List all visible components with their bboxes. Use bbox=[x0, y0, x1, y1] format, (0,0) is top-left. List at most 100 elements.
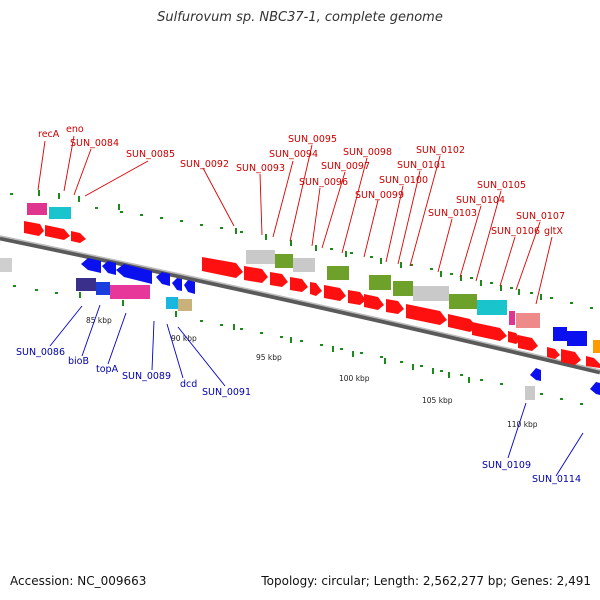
left-forward-cluster bbox=[24, 203, 86, 243]
label-gltX[interactable]: gltX bbox=[544, 226, 563, 237]
ruler-tick-105: 105 kbp bbox=[422, 396, 453, 405]
gene-sun0098-arrow[interactable] bbox=[348, 290, 366, 305]
gene-sun0086-cog[interactable] bbox=[76, 278, 96, 291]
gene-sun0114-arrow[interactable] bbox=[590, 382, 600, 395]
outer-dotted-guide bbox=[10, 193, 593, 309]
label-sun0092[interactable]: SUN_0092 bbox=[180, 159, 229, 170]
gene-gltX-cog[interactable] bbox=[516, 313, 540, 328]
label-sun0107[interactable]: SUN_0107 bbox=[516, 211, 565, 222]
gene-sun0100-arrow[interactable] bbox=[386, 299, 404, 314]
gene-bioB-arrow[interactable] bbox=[102, 261, 116, 275]
gene-sun0103-cog[interactable] bbox=[449, 294, 477, 309]
label-topA[interactable]: topA bbox=[96, 364, 119, 375]
gene-sun0101-cog[interactable] bbox=[413, 286, 449, 301]
gene-sun0091-cog[interactable] bbox=[178, 299, 192, 311]
label-sun0098[interactable]: SUN_0098 bbox=[343, 147, 392, 158]
gene-sun0104-cog[interactable] bbox=[477, 300, 507, 315]
ruler-tick-95: 95 kbp bbox=[256, 353, 282, 362]
label-sun0103[interactable]: SUN_0103 bbox=[428, 208, 477, 219]
label-sun0114[interactable]: SUN_0114 bbox=[532, 474, 581, 485]
gene-right-edge-arrow[interactable] bbox=[586, 356, 600, 368]
label-recA[interactable]: recA bbox=[38, 129, 60, 140]
genome-backbone bbox=[0, 235, 600, 375]
label-sun0109[interactable]: SUN_0109 bbox=[482, 460, 531, 471]
label-sun0096[interactable]: SUN_0096 bbox=[299, 177, 348, 188]
gene-recA-cog[interactable] bbox=[27, 203, 47, 215]
label-sun0084[interactable]: SUN_0084 bbox=[70, 138, 119, 149]
label-sun0099[interactable]: SUN_0099 bbox=[355, 190, 404, 201]
gene-recA-arrow[interactable] bbox=[24, 221, 44, 236]
gene-right-orange[interactable] bbox=[593, 340, 600, 353]
gene-sun0093-arrow[interactable] bbox=[244, 266, 268, 283]
ruler-tick-85: 85 kbp bbox=[86, 316, 112, 325]
gene-sun0106-arrow[interactable] bbox=[518, 335, 538, 351]
gene-sun0103-arrow[interactable] bbox=[448, 314, 477, 332]
gene-sun0109-cog[interactable] bbox=[525, 386, 535, 400]
gene-topA-arrow[interactable] bbox=[116, 264, 152, 284]
gene-eno-cog[interactable] bbox=[49, 207, 71, 219]
gene-sun0096-arrow[interactable] bbox=[310, 282, 322, 296]
ruler-tick-110: 110 kbp bbox=[507, 420, 538, 429]
label-sun0085[interactable]: SUN_0085 bbox=[126, 149, 175, 160]
label-sun0093[interactable]: SUN_0093 bbox=[236, 163, 285, 174]
gene-eno-arrow[interactable] bbox=[45, 225, 70, 240]
gene-sun0099-arrow[interactable] bbox=[364, 294, 384, 310]
gene-sun0084-arrow[interactable] bbox=[71, 231, 86, 243]
label-eno[interactable]: eno bbox=[66, 124, 84, 135]
label-sun0086[interactable]: SUN_0086 bbox=[16, 347, 65, 358]
inner-dotted-guide bbox=[13, 285, 583, 405]
gene-sun0089-arrow[interactable] bbox=[156, 272, 170, 286]
label-sun0104[interactable]: SUN_0104 bbox=[456, 195, 505, 206]
gene-sun0097-cog[interactable] bbox=[327, 266, 349, 280]
gene-sun0101-arrow[interactable] bbox=[406, 304, 447, 325]
gene-bioB-cog[interactable] bbox=[96, 282, 110, 295]
label-sun0094[interactable]: SUN_0094 bbox=[269, 149, 318, 160]
gene-sun0104-arrow[interactable] bbox=[472, 322, 507, 341]
gene-sun0094-arrow[interactable] bbox=[270, 272, 288, 287]
gene-sun0099-cog[interactable] bbox=[369, 275, 391, 290]
label-sun0095[interactable]: SUN_0095 bbox=[288, 134, 337, 145]
forward-leader-lines bbox=[37, 135, 553, 305]
forward-operon bbox=[202, 250, 600, 368]
gene-sun0086-arrow[interactable] bbox=[81, 258, 101, 273]
outer-tick-marks bbox=[38, 190, 542, 300]
label-sun0091[interactable]: SUN_0091 bbox=[202, 387, 251, 398]
gene-right-blue-1[interactable] bbox=[553, 327, 567, 341]
label-bioB[interactable]: bioB bbox=[68, 356, 89, 367]
gene-sun0106-cog[interactable] bbox=[509, 311, 515, 325]
gene-sun0091-arrow[interactable] bbox=[184, 280, 195, 294]
label-dcd[interactable]: dcd bbox=[180, 379, 197, 390]
ruler-tick-100: 100 kbp bbox=[339, 374, 370, 383]
label-sun0089[interactable]: SUN_0089 bbox=[122, 371, 171, 382]
inner-tick-marks bbox=[79, 292, 527, 396]
gene-sun0109-arrow[interactable] bbox=[530, 368, 541, 381]
gene-sun0095-arrow[interactable] bbox=[290, 277, 308, 292]
label-sun0106[interactable]: SUN_0106 bbox=[491, 226, 540, 237]
gene-sun0097-arrow[interactable] bbox=[324, 285, 346, 301]
gene-right-blue-2[interactable] bbox=[567, 331, 587, 346]
genome-summary-label: Topology: circular; Length: 2,562,277 bp… bbox=[261, 574, 591, 588]
gene-sun0094-cog[interactable] bbox=[275, 254, 293, 268]
reverse-leader-lines bbox=[49, 304, 584, 477]
gene-sun0105-arrow[interactable] bbox=[508, 331, 521, 344]
accession-label: Accession: NC_009663 bbox=[10, 574, 147, 588]
reverse-gene-cluster bbox=[76, 258, 195, 311]
gene-fragment-left[interactable] bbox=[0, 258, 12, 272]
label-sun0102[interactable]: SUN_0102 bbox=[416, 145, 465, 156]
gene-sun0093-cog[interactable] bbox=[246, 250, 275, 264]
label-sun0101[interactable]: SUN_0101 bbox=[397, 160, 446, 171]
right-reverse-cluster bbox=[525, 327, 600, 400]
gene-sun0100-cog[interactable] bbox=[393, 281, 413, 296]
gene-dcd-cog[interactable] bbox=[166, 297, 178, 309]
gene-dcd-arrow[interactable] bbox=[172, 278, 182, 291]
gene-sun0107-arrow[interactable] bbox=[547, 347, 560, 359]
label-sun0097[interactable]: SUN_0097 bbox=[321, 161, 370, 172]
genome-backbone-highlight bbox=[0, 235, 600, 371]
label-sun0100[interactable]: SUN_0100 bbox=[379, 175, 428, 186]
gene-gltX-arrow[interactable] bbox=[561, 349, 581, 365]
label-sun0105[interactable]: SUN_0105 bbox=[477, 180, 526, 191]
gene-sun0095-cog[interactable] bbox=[293, 258, 315, 272]
gene-topA-cog[interactable] bbox=[110, 285, 150, 299]
gene-sun0092-arrow[interactable] bbox=[202, 257, 243, 278]
